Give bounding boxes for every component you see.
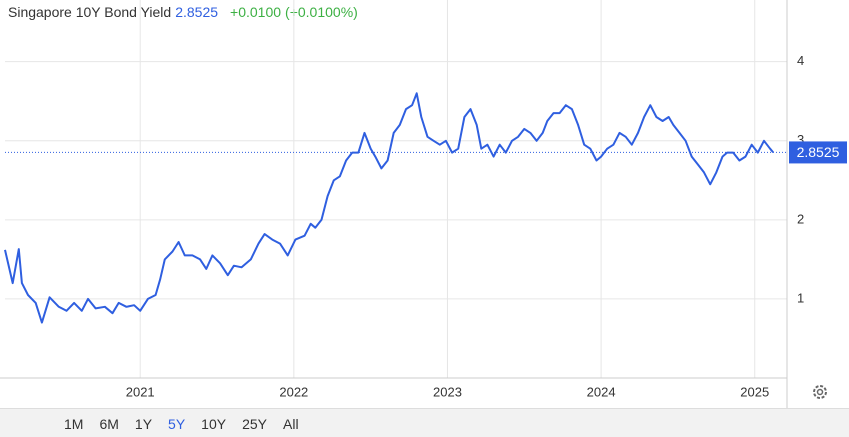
chart-title: Singapore 10Y Bond Yield <box>8 4 172 20</box>
range-button[interactable]: 5Y <box>160 409 193 437</box>
gear-hole <box>816 388 824 396</box>
range-button[interactable]: 10Y <box>193 409 234 437</box>
y-tick-label: 3 <box>797 132 804 147</box>
x-tick-label: 2025 <box>740 384 769 399</box>
range-button[interactable]: 6M <box>91 409 126 437</box>
y-tick-label: 1 <box>797 290 804 305</box>
change-percent: (+0.0100%) <box>285 4 358 20</box>
y-tick-label: 4 <box>797 53 804 68</box>
price-tag <box>789 141 847 164</box>
price-tag-label: 2.8525 <box>797 144 840 160</box>
range-button[interactable]: 1M <box>56 409 91 437</box>
settings-icon[interactable] <box>813 385 827 399</box>
x-tick-label: 2023 <box>433 384 462 399</box>
last-value: 2.8525 <box>175 4 219 20</box>
x-tick-label: 2022 <box>279 384 308 399</box>
range-bar: 1M 6M 1Y 5Y 10Y 25Y All <box>0 408 849 437</box>
x-tick-label: 2024 <box>587 384 616 399</box>
range-button[interactable]: 1Y <box>127 409 160 437</box>
header: Singapore 10Y Bond Yield 2.8525 +0.0100 (+0… <box>8 4 362 20</box>
range-button[interactable]: All <box>275 409 307 437</box>
range-button[interactable]: 25Y <box>234 409 275 437</box>
chart: 1 2 3 4 2021 2022 2023 2024 2025 2.8525 <box>0 0 847 408</box>
gear-outline <box>813 385 827 399</box>
y-tick-label: 2 <box>797 211 804 226</box>
change: +0.0100 <box>230 4 282 20</box>
x-tick-label: 2021 <box>126 384 155 399</box>
line-series <box>4 92 774 324</box>
